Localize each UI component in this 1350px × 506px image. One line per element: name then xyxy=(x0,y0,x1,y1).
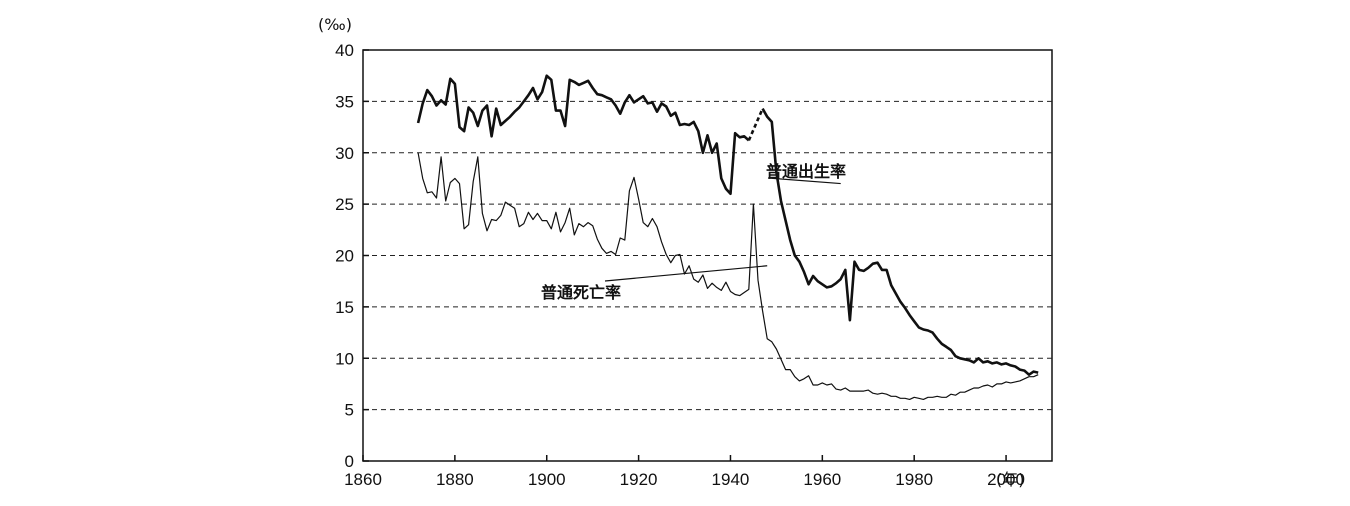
y-tick-label: 40 xyxy=(335,41,354,60)
axis-ticks xyxy=(362,49,1007,462)
annotation-leaders xyxy=(604,177,841,282)
annotation-leader-line xyxy=(767,177,841,185)
grid xyxy=(363,100,1052,411)
y-tick-label: 20 xyxy=(335,247,354,266)
series-group xyxy=(416,74,1039,400)
y-tick-label: 15 xyxy=(335,298,354,317)
x-tick-label: 1980 xyxy=(895,470,933,489)
x-tick-label: 1900 xyxy=(528,470,566,489)
x-tick-label: 1920 xyxy=(620,470,658,489)
x-axis-tick-labels: 1860 1880 1900 1920 1940 1960 1980 2000 xyxy=(344,470,1025,489)
annotation-leader-line xyxy=(604,265,768,282)
y-axis-unit-label: (‰) xyxy=(318,15,352,34)
y-tick-label: 10 xyxy=(335,349,354,368)
x-tick-label: 1940 xyxy=(712,470,750,489)
x-tick-label: 1880 xyxy=(436,470,474,489)
y-tick-label: 30 xyxy=(335,144,354,163)
birth-rate-gap-dashed xyxy=(747,108,764,141)
annotation-death-rate: 普通死亡率 xyxy=(541,283,621,302)
x-tick-label: 1860 xyxy=(344,470,382,489)
y-tick-label: 5 xyxy=(345,401,354,420)
y-tick-label: 25 xyxy=(335,195,354,214)
y-tick-label: 35 xyxy=(335,92,354,111)
y-tick-label: 0 xyxy=(345,452,354,471)
y-axis-tick-labels: 0 5 10 15 20 25 30 35 40 xyxy=(335,41,354,471)
death-rate-line xyxy=(417,152,1039,400)
birth-rate-line xyxy=(416,74,1039,376)
x-axis-unit-label: (年) xyxy=(996,470,1025,489)
annotation-birth-rate: 普通出生率 xyxy=(766,162,846,181)
x-tick-label: 1960 xyxy=(803,470,841,489)
x-tick-label: 2000 xyxy=(987,470,1025,489)
